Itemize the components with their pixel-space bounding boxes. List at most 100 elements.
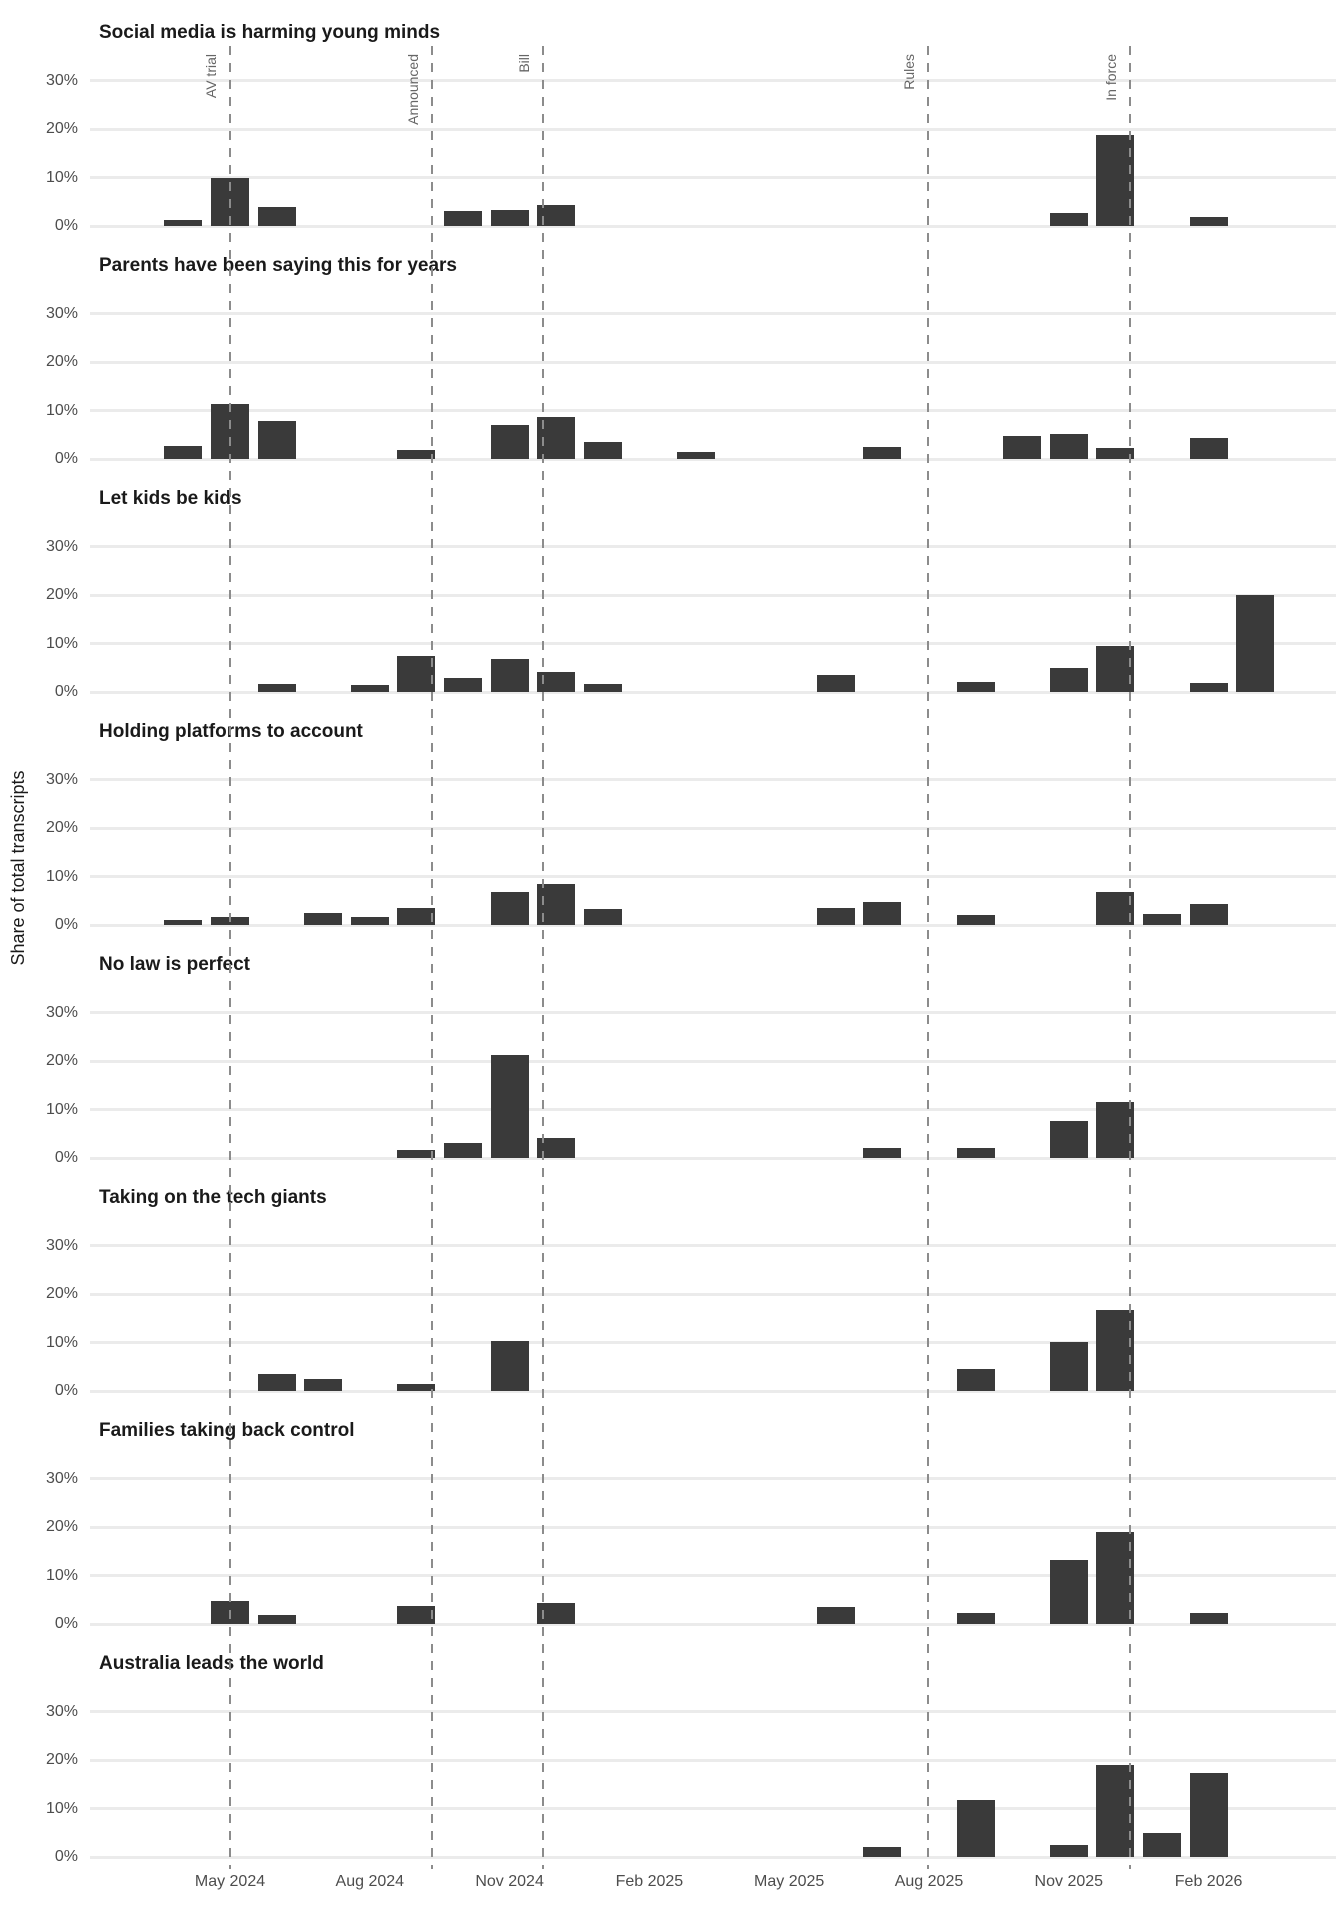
y-tick-label: 30% [45, 1702, 78, 1720]
y-tick-label: 30% [45, 71, 78, 89]
gridline-30% [90, 1244, 1336, 1247]
bar-Apr-2024 [164, 220, 203, 226]
bar-Dec-2025 [1096, 1764, 1135, 1857]
bar-Nov-2025 [1049, 1559, 1088, 1624]
gridline-20% [90, 1292, 1336, 1296]
gridline-30% [90, 312, 1336, 315]
bar-Jun-2024 [257, 1614, 296, 1624]
y-tick-label: 0% [54, 683, 78, 700]
bar-Nov-2025 [1049, 434, 1088, 459]
gridline-30% [90, 545, 1336, 548]
y-tick-label: 0% [54, 217, 78, 234]
bar-Nov-2025 [1049, 667, 1088, 692]
bar-Dec-2025 [1096, 1102, 1135, 1158]
y-tick-label: 20% [45, 1751, 78, 1768]
bar-Nov-2024 [490, 1340, 529, 1391]
bar-Mar-2025 [677, 452, 715, 459]
gridline-0% [90, 1389, 1336, 1393]
gridline-20% [90, 826, 1336, 830]
bar-Nov-2024 [490, 1054, 529, 1158]
bar-Dec-2025 [1096, 1310, 1135, 1391]
bar-Dec-2024 [537, 1603, 576, 1624]
gridline-10% [90, 1807, 1336, 1810]
event-line-av-trial [229, 46, 231, 1869]
gridline-20% [90, 1525, 1336, 1529]
panel-title: No law is perfect [99, 954, 250, 975]
bar-Oct-2025 [1003, 436, 1042, 459]
bar-Sep-2025 [956, 1799, 995, 1857]
y-tick-label: 10% [45, 1100, 78, 1118]
gridline-0% [90, 1855, 1336, 1859]
event-label-text: Announced [404, 54, 421, 125]
gridline-0% [90, 1622, 1336, 1626]
event-label-text: Rules [901, 54, 918, 90]
bar-Sep-2025 [956, 681, 995, 692]
bar-Feb-2026 [1189, 216, 1228, 226]
panel-title: Australia leads the world [99, 1653, 324, 1674]
bar-Feb-2026 [1189, 683, 1228, 692]
y-tick-label: 30% [45, 537, 78, 555]
y-tick-label: 20% [45, 120, 78, 137]
event-label-av-trial: AV trial [203, 54, 225, 98]
bar-Sep-2025 [956, 915, 995, 925]
bar-Sep-2024 [397, 655, 436, 692]
y-tick-label: 30% [45, 1236, 78, 1254]
event-label-announced: Announced [405, 54, 427, 125]
bar-Jan-2025 [583, 908, 622, 925]
event-line-bill [542, 46, 545, 1869]
y-tick-label: 10% [45, 867, 78, 885]
y-tick-label: 30% [45, 304, 78, 322]
bar-Dec-2025 [1096, 892, 1135, 925]
gridline-10% [90, 1108, 1336, 1111]
bar-Apr-2024 [164, 919, 203, 925]
event-label-text: In force [1103, 54, 1120, 101]
gridline-10% [90, 875, 1336, 878]
y-tick-label: 0% [54, 916, 78, 933]
bar-Jul-2025 [863, 1147, 902, 1158]
x-tick-Aug-2024: Aug 2024 [335, 1873, 405, 1890]
bar-Nov-2024 [490, 658, 529, 692]
bar-Nov-2025 [1049, 1341, 1088, 1391]
y-tick-label: 0% [54, 450, 78, 467]
bar-Nov-2025 [1049, 1845, 1088, 1857]
panel-title: Families taking back control [99, 1420, 355, 1441]
bar-Nov-2025 [1049, 213, 1088, 226]
gridline-20% [90, 1758, 1336, 1762]
bar-Aug-2024 [350, 684, 389, 692]
y-tick-label: 0% [54, 1149, 78, 1166]
bar-Jun-2025 [816, 675, 855, 692]
event-label-text: Bill [516, 54, 533, 73]
gridline-20% [90, 360, 1336, 364]
y-tick-label: 10% [45, 401, 78, 419]
bar-Nov-2024 [490, 425, 529, 459]
bar-Dec-2025 [1096, 447, 1135, 459]
x-tick-May-2025: May 2025 [754, 1873, 825, 1890]
y-tick-label: 20% [45, 1285, 78, 1302]
bar-Sep-2025 [956, 1369, 995, 1391]
gridline-20% [90, 127, 1336, 131]
bar-Sep-2024 [397, 1605, 436, 1624]
bar-Feb-2026 [1189, 1772, 1228, 1857]
y-tick-label: 30% [45, 1003, 78, 1021]
event-label-bill: Bill [516, 54, 538, 73]
y-tick-label: 30% [45, 1469, 78, 1487]
bar-Feb-2026 [1189, 1613, 1228, 1624]
gridline-0% [90, 224, 1336, 228]
gridline-20% [90, 1059, 1336, 1063]
x-tick-Nov-2024: Nov 2024 [475, 1873, 544, 1890]
y-tick-label: 20% [45, 1052, 78, 1069]
bar-Nov-2024 [490, 892, 529, 925]
bar-Oct-2024 [444, 677, 482, 692]
gridline-10% [90, 409, 1336, 412]
gridline-0% [90, 1156, 1336, 1160]
bar-Jan-2025 [583, 441, 622, 459]
bar-Sep-2024 [397, 908, 436, 925]
y-tick-label: 20% [45, 586, 78, 603]
bar-Dec-2025 [1096, 134, 1135, 226]
gridline-10% [90, 1341, 1336, 1344]
bar-Jun-2025 [816, 908, 855, 925]
bar-Jun-2024 [257, 683, 296, 692]
bar-Dec-2025 [1096, 1531, 1135, 1624]
bar-Sep-2025 [956, 1612, 995, 1624]
event-label-rules: Rules [901, 54, 923, 90]
